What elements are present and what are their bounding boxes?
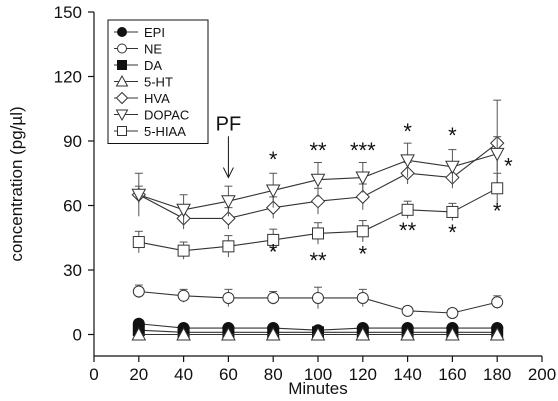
legend-marker-5-ht	[115, 74, 129, 87]
significance-mark: *	[448, 220, 457, 245]
legend-marker-5-hiaa	[117, 126, 127, 136]
data-point-5-hiaa	[446, 205, 459, 218]
data-point-5-ht	[176, 326, 191, 341]
series-5-hiaa	[132, 172, 504, 260]
axes: 0 20 40 60 80 100 120 140 160 180 200 0 30 60 90 120 150	[54, 3, 557, 384]
data-point-dopac	[176, 203, 191, 218]
data-point-ne	[446, 307, 459, 319]
data-point-5-ht	[489, 326, 505, 341]
significance-mark: *	[269, 147, 278, 172]
data-point-5-ht	[355, 326, 371, 341]
x-tick-label: 120	[349, 365, 377, 384]
x-tick-label: 160	[438, 365, 466, 384]
y-tick-label: 60	[63, 197, 82, 216]
data-point-5-hiaa	[312, 227, 324, 240]
data-point-5-ht	[265, 326, 281, 341]
legend-marker-dopac	[115, 109, 129, 122]
legend-label-5-hiaa: 5-HIAA	[144, 124, 186, 139]
data-point-ne	[177, 289, 190, 302]
data-point-5-ht	[310, 326, 326, 341]
annotation-label: PF	[216, 113, 242, 135]
data-point-ne	[222, 291, 235, 304]
y-tick-label: 0	[73, 326, 82, 345]
significance-mark: **	[309, 138, 327, 163]
x-tick-label: 40	[174, 365, 193, 384]
significance-mark: **	[399, 218, 417, 243]
data-point-5-ht	[445, 326, 460, 341]
data-point-5-hiaa	[356, 225, 369, 238]
data-point-5-hiaa	[222, 240, 235, 253]
data-point-5-hiaa	[401, 203, 414, 216]
data-point-ne	[267, 291, 280, 304]
data-point-dopac	[489, 147, 505, 162]
data-point-hva	[355, 189, 371, 205]
data-point-ne	[356, 291, 369, 304]
x-tick-label: 80	[264, 365, 283, 384]
significance-mark: *	[403, 119, 412, 144]
data-point-5-ht	[400, 326, 415, 341]
data-point-hva	[310, 193, 326, 209]
data-point-5-ht	[221, 326, 236, 341]
data-point-hva	[221, 211, 236, 226]
series-ne	[132, 284, 504, 319]
y-axis-label: concentration (pg/µl)	[7, 106, 26, 261]
y-tick-label: 120	[54, 68, 82, 87]
y-tick-label: 150	[54, 3, 82, 22]
annotations: PF* ** **** *** ** *** **	[216, 113, 513, 273]
data-point-ne	[401, 304, 414, 317]
data-point-dopac	[445, 160, 460, 175]
x-axis-label: Minutes	[288, 379, 348, 398]
data-point-dopac	[221, 195, 236, 209]
annotation-arrowhead	[222, 167, 234, 179]
x-tick-label: 0	[89, 365, 98, 384]
legend-label-dopac: DOPAC	[144, 108, 189, 123]
legend-marker-hva	[115, 91, 129, 105]
x-tick-label: 200	[528, 365, 556, 384]
y-tick-label: 30	[63, 261, 82, 280]
significance-mark: ***	[350, 138, 376, 163]
x-tick-label: 140	[393, 365, 421, 384]
legend-marker-da	[117, 60, 127, 70]
data-point-5-hiaa	[267, 233, 280, 246]
significance-mark: **	[309, 248, 327, 273]
x-tick-label: 20	[129, 365, 148, 384]
data-point-dopac	[310, 173, 326, 188]
data-point-dopac	[400, 154, 415, 168]
data-point-ne	[312, 291, 324, 304]
legend-label-5-ht: 5-HT	[144, 75, 173, 90]
data-point-ne	[132, 285, 145, 298]
x-tick-label: 180	[483, 365, 511, 384]
data-point-5-hiaa	[132, 236, 145, 249]
data-point-dopac	[265, 184, 281, 198]
significance-mark: *	[448, 123, 457, 148]
legend-marker-epi	[117, 27, 127, 37]
data-point-5-hiaa	[491, 182, 504, 195]
data-point-5-ht	[131, 326, 147, 341]
y-tick-label: 90	[63, 132, 82, 151]
legend-label-ne: NE	[144, 42, 162, 57]
series-dopac	[131, 136, 505, 225]
significance-mark: *	[504, 153, 513, 178]
series-layer	[131, 99, 505, 341]
legend-marker-ne	[117, 43, 127, 54]
data-point-5-hiaa	[177, 244, 190, 257]
legend-label-hva: HVA	[144, 91, 170, 106]
legend-label-da: DA	[144, 58, 162, 73]
data-point-dopac	[131, 188, 147, 203]
x-tick-label: 100	[304, 365, 332, 384]
significance-mark: *	[359, 241, 368, 266]
data-point-ne	[491, 296, 504, 309]
significance-mark: *	[493, 198, 502, 223]
series-5-ht	[131, 326, 505, 341]
significance-mark: *	[269, 239, 278, 264]
x-tick-label: 60	[219, 365, 238, 384]
data-point-dopac	[355, 171, 371, 186]
legend-label-epi: EPI	[144, 25, 165, 40]
